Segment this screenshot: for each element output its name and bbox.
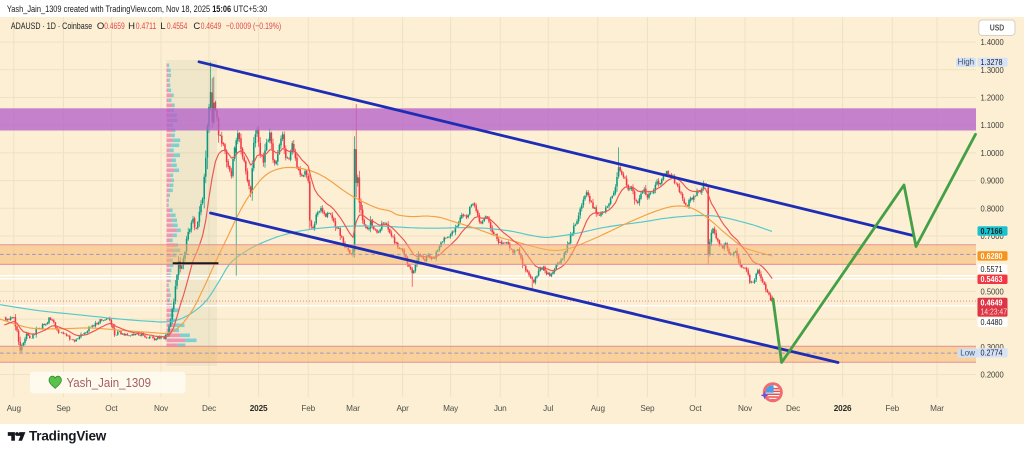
svg-text:Aug: Aug	[7, 404, 22, 413]
svg-text:0.5463: 0.5463	[981, 274, 1003, 284]
svg-text:0.4480: 0.4480	[981, 317, 1003, 327]
svg-text:0.8000: 0.8000	[981, 203, 1004, 213]
svg-text:Mar: Mar	[346, 404, 360, 413]
svg-text:0.7166: 0.7166	[981, 226, 1003, 236]
svg-text:Sep: Sep	[640, 404, 655, 413]
svg-text:0.4711: 0.4711	[136, 21, 157, 32]
svg-text:High: High	[958, 58, 974, 67]
svg-text:0.5000: 0.5000	[981, 286, 1004, 296]
svg-text:Jun: Jun	[494, 404, 507, 413]
svg-text:2025: 2025	[250, 404, 268, 413]
svg-text:TradingView: TradingView	[29, 428, 107, 443]
svg-text:1.3278: 1.3278	[981, 57, 1003, 67]
svg-text:Mar: Mar	[930, 404, 944, 413]
svg-text:0.2000: 0.2000	[981, 370, 1004, 380]
svg-text:Sep: Sep	[56, 404, 71, 413]
svg-text:0.4659: 0.4659	[104, 21, 125, 32]
svg-text:Feb: Feb	[301, 404, 315, 413]
svg-text:0.7000: 0.7000	[981, 231, 1004, 241]
svg-text:Feb: Feb	[885, 404, 899, 413]
svg-text:Oct: Oct	[689, 404, 702, 413]
svg-text:−0.0009 (−0.19%): −0.0009 (−0.19%)	[226, 21, 281, 32]
svg-text:1.4000: 1.4000	[981, 37, 1004, 47]
svg-text:H: H	[128, 21, 135, 32]
svg-text:Dec: Dec	[202, 404, 216, 413]
svg-text:Nov: Nov	[154, 404, 169, 413]
svg-text:Dec: Dec	[786, 404, 800, 413]
svg-text:Yash_Jain_1309 created with Tr: Yash_Jain_1309 created with TradingView.…	[7, 4, 267, 15]
svg-text:1.0000: 1.0000	[981, 148, 1004, 158]
svg-text:C: C	[193, 21, 200, 32]
svg-text:1.3000: 1.3000	[981, 65, 1004, 75]
svg-text:0.4649: 0.4649	[201, 21, 222, 32]
svg-text:Yash_Jain_1309: Yash_Jain_1309	[67, 376, 152, 390]
svg-text:1.2000: 1.2000	[981, 93, 1004, 103]
svg-text:Apr: Apr	[396, 404, 409, 413]
svg-text:0.6280: 0.6280	[981, 251, 1003, 261]
svg-text:USD: USD	[990, 23, 1005, 33]
svg-text:0.2774: 0.2774	[981, 348, 1003, 358]
svg-text:0.4554: 0.4554	[167, 21, 188, 32]
svg-text:1.1000: 1.1000	[981, 120, 1004, 130]
svg-text:ADAUSD · 1D · Coinbase: ADAUSD · 1D · Coinbase	[11, 21, 92, 32]
svg-text:Low: Low	[960, 349, 975, 358]
svg-text:2026: 2026	[834, 404, 852, 413]
svg-text:May: May	[443, 404, 459, 413]
svg-text:Oct: Oct	[105, 404, 118, 413]
svg-text:0.4649: 0.4649	[981, 298, 1003, 308]
svg-text:Aug: Aug	[591, 404, 606, 413]
svg-text:L: L	[160, 21, 165, 32]
svg-text:Jul: Jul	[543, 404, 553, 413]
svg-text:Nov: Nov	[738, 404, 753, 413]
svg-text:0.5571: 0.5571	[981, 264, 1003, 274]
svg-text:O: O	[97, 21, 104, 32]
svg-text:14:23:47: 14:23:47	[981, 307, 1008, 317]
svg-text:0.9000: 0.9000	[981, 176, 1004, 186]
svg-text:0.3000: 0.3000	[981, 342, 1004, 352]
